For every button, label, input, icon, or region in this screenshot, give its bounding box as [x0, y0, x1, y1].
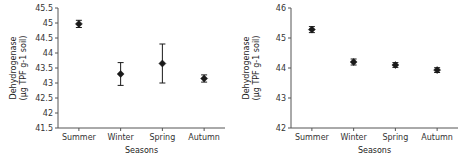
y-tick — [288, 128, 291, 129]
x-tick — [162, 128, 163, 131]
x-tick-label: Autumn — [421, 133, 453, 142]
y-tick-label: 46 — [276, 4, 286, 13]
plot-area — [308, 26, 440, 74]
y-tick — [55, 113, 58, 114]
y-tick-label: 45 — [43, 19, 53, 28]
y-axis-label: Dehydrogenase(µg TPF g-1 soil) — [242, 36, 261, 101]
error-bar — [159, 44, 165, 83]
y-tick — [288, 98, 291, 99]
y-tick-label: 44 — [43, 49, 53, 58]
y-tick — [288, 8, 291, 9]
error-bar — [76, 20, 82, 27]
x-tick-label: Spring — [382, 133, 408, 142]
x-tick-label: Winter — [340, 133, 367, 142]
y-tick — [55, 83, 58, 84]
error-bar — [351, 59, 357, 65]
marker — [350, 59, 357, 66]
marker — [159, 60, 166, 67]
y-tick — [55, 128, 58, 129]
x-axis-label: Seasons — [358, 146, 391, 155]
marker — [392, 62, 399, 69]
y-tick-label: 45.5 — [35, 4, 53, 13]
x-tick-label: Summer — [62, 133, 97, 142]
plot-area — [75, 20, 207, 85]
y-tick — [55, 98, 58, 99]
x-tick — [395, 128, 396, 131]
x-tick — [204, 128, 205, 131]
x-tick-label: Autumn — [188, 133, 220, 142]
marker — [308, 26, 315, 33]
x-tick — [120, 128, 121, 131]
y-tick-label: 42.5 — [35, 94, 53, 103]
y-axis-label: Dehydrogenase(µg TPF g-1 soil) — [9, 36, 28, 101]
y-tick-label: 44 — [276, 64, 286, 73]
panel: 41.5 42 42.5 43 43.5 44 44.5 45 45.5 Summer Winter… — [9, 4, 225, 155]
marker — [201, 75, 208, 82]
x-tick-label: Winter — [107, 133, 134, 142]
y-tick — [55, 8, 58, 9]
panel: 42 43 44 45 46 Summer Winter Spring Autumn Season… — [242, 4, 458, 155]
y-tick — [55, 53, 58, 54]
x-tick — [353, 128, 354, 131]
x-tick — [437, 128, 438, 131]
marker — [434, 67, 441, 74]
y-tick-label: 43.5 — [35, 64, 53, 73]
y-tick-label: 42 — [276, 124, 286, 133]
error-bar — [118, 63, 124, 86]
marker — [75, 20, 82, 27]
chart: 41.5 42 42.5 43 43.5 44 44.5 45 45.5 Summer Winter… — [0, 0, 474, 157]
y-tick-label: 42 — [43, 109, 53, 118]
x-axis-label: Seasons — [125, 146, 158, 155]
y-tick-label: 43 — [43, 79, 53, 88]
y-tick — [55, 23, 58, 24]
y-tick — [55, 68, 58, 69]
x-tick — [311, 128, 312, 131]
x-axis-line — [291, 128, 458, 129]
marker — [117, 71, 124, 78]
y-tick — [288, 38, 291, 39]
x-tick-label: Spring — [149, 133, 175, 142]
y-tick-label: 41.5 — [35, 124, 53, 133]
x-tick — [78, 128, 79, 131]
y-tick-label: 43 — [276, 94, 286, 103]
x-tick-label: Summer — [295, 133, 330, 142]
y-tick-label: 44.5 — [35, 34, 53, 43]
y-tick — [288, 68, 291, 69]
y-tick — [55, 38, 58, 39]
error-bar — [309, 27, 315, 33]
x-axis-line — [58, 128, 225, 129]
y-tick-label: 45 — [276, 34, 286, 43]
error-bar — [201, 75, 207, 82]
